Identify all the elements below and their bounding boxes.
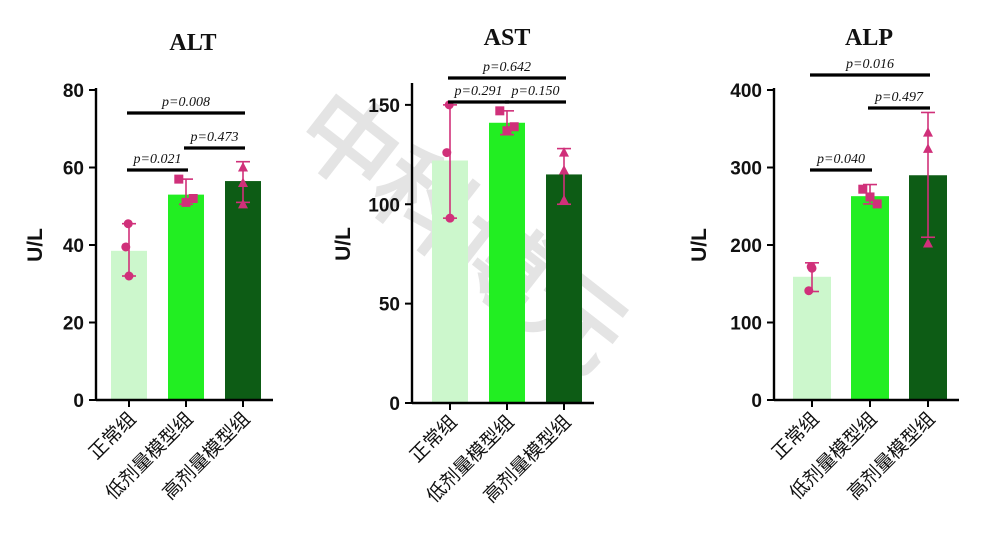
y-tick-label: 60 <box>63 159 84 180</box>
data-point <box>872 199 882 209</box>
data-point <box>559 194 569 205</box>
data-point <box>442 148 452 158</box>
chart-panel-alt: ALTU/L020406080正常组低剂量模型组高剂量模型组p=0.021p=0… <box>24 30 273 504</box>
data-point <box>509 122 519 132</box>
data-point <box>865 192 875 202</box>
data-point <box>502 126 512 136</box>
data-point <box>559 164 569 175</box>
bar <box>546 174 582 403</box>
chart-panel-alp: ALPU/L0100200300400正常组低剂量模型组高剂量模型组p=0.04… <box>688 25 959 504</box>
data-point <box>804 286 814 296</box>
chart-title: AST <box>484 25 531 51</box>
data-point <box>188 194 198 203</box>
y-tick-label: 100 <box>368 195 400 216</box>
y-tick-label: 400 <box>730 81 762 102</box>
data-point <box>174 174 184 184</box>
p-value-label: p=0.016 <box>845 57 894 72</box>
y-axis-label: U/L <box>24 228 47 262</box>
data-point <box>238 198 248 209</box>
y-tick-label: 200 <box>730 236 762 257</box>
y-tick-label: 300 <box>730 159 762 180</box>
p-value-label: p=0.008 <box>161 95 210 110</box>
data-point <box>495 106 505 116</box>
data-point <box>923 237 933 248</box>
y-axis-label: U/L <box>332 227 355 261</box>
x-tick-label: 正常组 <box>406 411 462 467</box>
x-tick-label: 正常组 <box>768 408 824 464</box>
bar <box>168 194 204 400</box>
data-point <box>238 177 248 187</box>
p-value-label: p=0.497 <box>874 90 924 105</box>
y-tick-label: 0 <box>389 394 400 415</box>
data-point <box>559 147 569 157</box>
data-point <box>121 242 131 252</box>
p-value-label: p=0.150 <box>511 84 560 99</box>
data-point <box>181 197 191 207</box>
y-axis-label: U/L <box>688 228 711 262</box>
y-tick-label: 0 <box>73 391 84 412</box>
y-tick-label: 100 <box>730 314 762 335</box>
x-tick-label: 正常组 <box>85 408 141 464</box>
data-point <box>124 271 134 281</box>
y-tick-label: 40 <box>63 236 84 257</box>
y-tick-label: 50 <box>379 295 400 316</box>
bar <box>793 276 831 400</box>
p-value-label: p=0.473 <box>190 130 239 145</box>
p-value-label: p=0.040 <box>816 152 865 167</box>
p-value-label: p=0.021 <box>133 152 182 167</box>
y-tick-label: 80 <box>63 81 84 102</box>
charts-group: ALTU/L020406080正常组低剂量模型组高剂量模型组p=0.021p=0… <box>24 25 959 507</box>
data-point <box>445 213 455 223</box>
y-tick-label: 150 <box>368 96 400 117</box>
y-tick-label: 20 <box>63 314 84 335</box>
bar <box>851 196 889 400</box>
data-point <box>123 219 133 229</box>
data-point <box>923 143 933 153</box>
p-value-label: p=0.291 <box>454 84 503 99</box>
chart-title: ALP <box>845 25 893 51</box>
data-point <box>923 127 933 137</box>
data-point <box>807 263 817 273</box>
chart-title: ALT <box>169 30 216 56</box>
bar <box>225 181 261 400</box>
data-point <box>858 184 868 194</box>
bar <box>489 122 525 403</box>
y-tick-label: 0 <box>751 391 762 412</box>
p-value-label: p=0.642 <box>482 60 531 75</box>
data-point <box>238 162 248 172</box>
